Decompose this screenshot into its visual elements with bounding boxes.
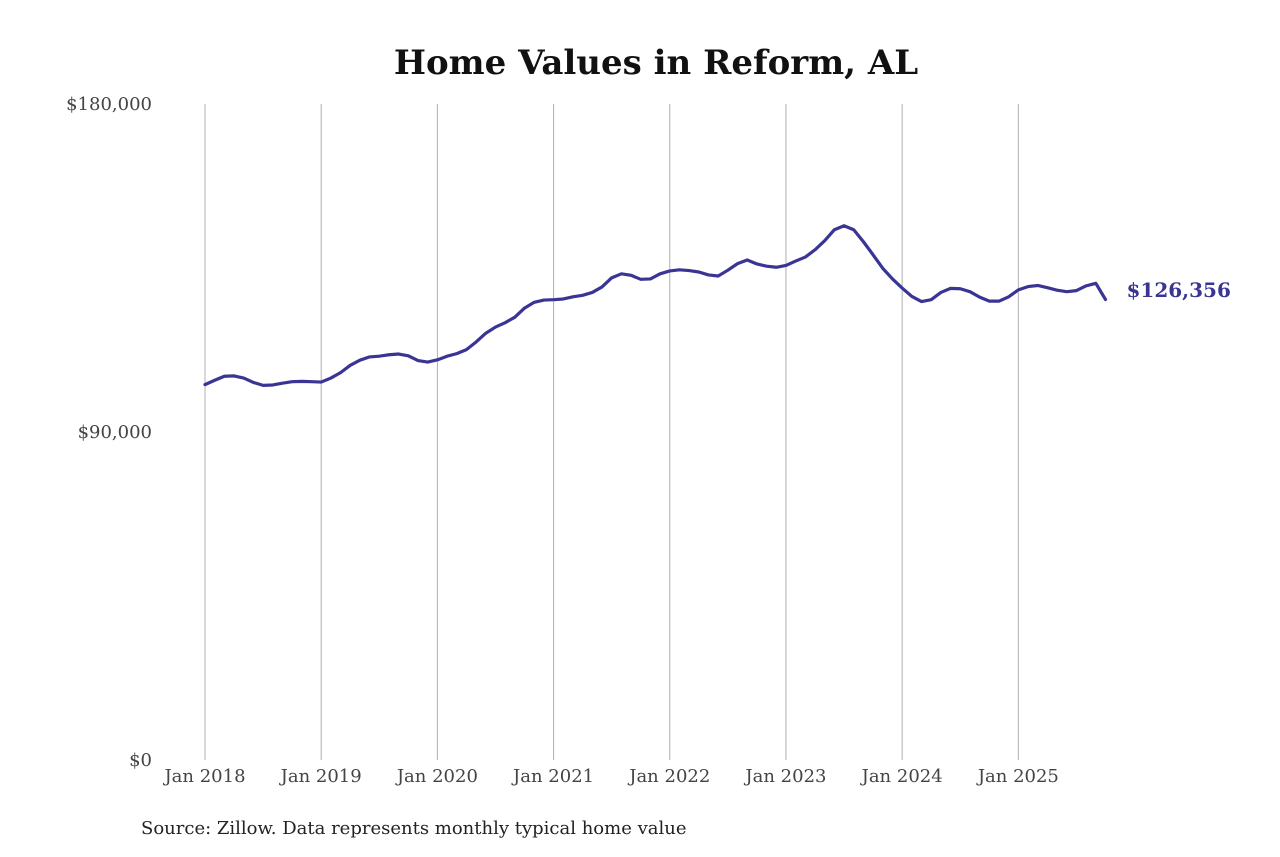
x-tick-label: Jan 2020 <box>395 766 478 787</box>
gridlines <box>204 104 1019 760</box>
x-axis-ticks: Jan 2018 Jan 2019 Jan 2020 Jan 2021 Jan 2022… <box>162 766 1058 787</box>
series-layer: $126,356 <box>203 224 1231 387</box>
x-tick-label: Jan 2018 <box>162 766 245 787</box>
x-tick-label: Jan 2019 <box>279 766 362 787</box>
y-tick-label: $0 <box>129 750 152 771</box>
y-axis-ticks: $0 $90,000 $180,000 <box>66 94 152 771</box>
y-tick-label: $180,000 <box>66 94 152 115</box>
x-tick-label: Jan 2023 <box>743 766 826 787</box>
x-tick-label: Jan 2021 <box>511 766 594 787</box>
y-tick-label: $90,000 <box>78 422 152 443</box>
end-value-label: $126,356 <box>1127 278 1231 302</box>
x-tick-label: Jan 2025 <box>976 766 1059 787</box>
series-line <box>203 224 1108 387</box>
source-note: Source: Zillow. Data represents monthly … <box>141 818 687 839</box>
chart-title: Home Values in Reform, AL <box>394 43 918 83</box>
x-tick-label: Jan 2024 <box>860 766 943 787</box>
x-tick-label: Jan 2022 <box>627 766 710 787</box>
